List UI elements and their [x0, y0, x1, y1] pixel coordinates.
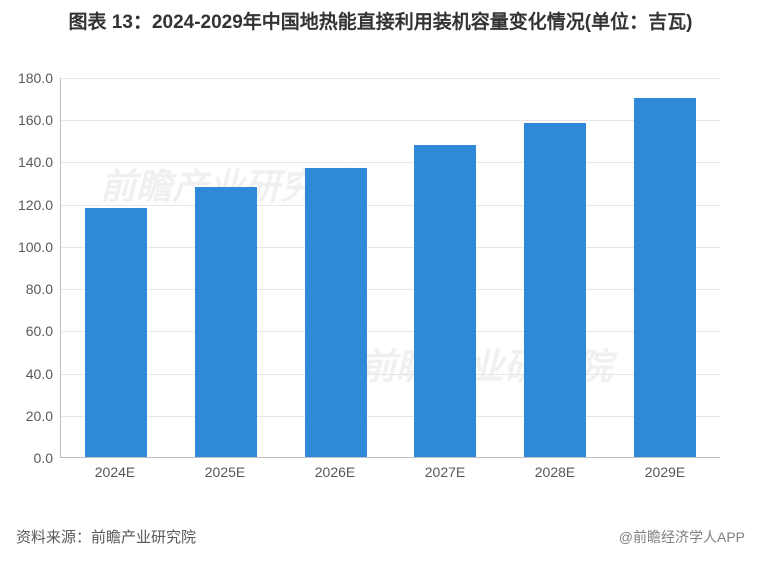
- bars-container: [61, 78, 720, 457]
- x-tick-label: 2027E: [390, 464, 500, 480]
- bar-slot: [61, 78, 171, 457]
- x-tick-label: 2026E: [280, 464, 390, 480]
- bar-slot: [500, 78, 610, 457]
- y-tick-label: 20.0: [26, 408, 61, 424]
- chart-area: 前瞻产业研究院 前瞻产业研究院 0.020.040.060.080.0100.0…: [60, 78, 740, 488]
- x-tick-label: 2029E: [610, 464, 720, 480]
- bar: [305, 168, 367, 457]
- source-label: 资料来源：前瞻产业研究院: [16, 526, 196, 547]
- x-axis-labels: 2024E2025E2026E2027E2028E2029E: [60, 464, 720, 480]
- y-tick-label: 100.0: [18, 239, 61, 255]
- plot-region: 0.020.040.060.080.0100.0120.0140.0160.01…: [60, 78, 720, 458]
- y-tick-label: 60.0: [26, 323, 61, 339]
- bar-slot: [610, 78, 720, 457]
- x-tick-label: 2028E: [500, 464, 610, 480]
- attribution-label: @前瞻经济学人APP: [619, 527, 745, 547]
- bar-slot: [390, 78, 500, 457]
- chart-title: 图表 13：2024-2029年中国地热能直接利用装机容量变化情况(单位：吉瓦): [0, 0, 761, 43]
- y-tick-label: 180.0: [18, 70, 61, 86]
- y-tick-label: 120.0: [18, 197, 61, 213]
- y-tick-label: 160.0: [18, 112, 61, 128]
- y-tick-label: 0.0: [34, 450, 61, 466]
- bar: [195, 187, 257, 457]
- y-tick-label: 80.0: [26, 281, 61, 297]
- x-tick-label: 2024E: [60, 464, 170, 480]
- y-tick-label: 140.0: [18, 154, 61, 170]
- bar: [524, 123, 586, 457]
- bar-slot: [171, 78, 281, 457]
- bar: [414, 145, 476, 457]
- y-tick-label: 40.0: [26, 366, 61, 382]
- bar-slot: [281, 78, 391, 457]
- x-tick-label: 2025E: [170, 464, 280, 480]
- bar: [634, 98, 696, 457]
- bar: [85, 208, 147, 457]
